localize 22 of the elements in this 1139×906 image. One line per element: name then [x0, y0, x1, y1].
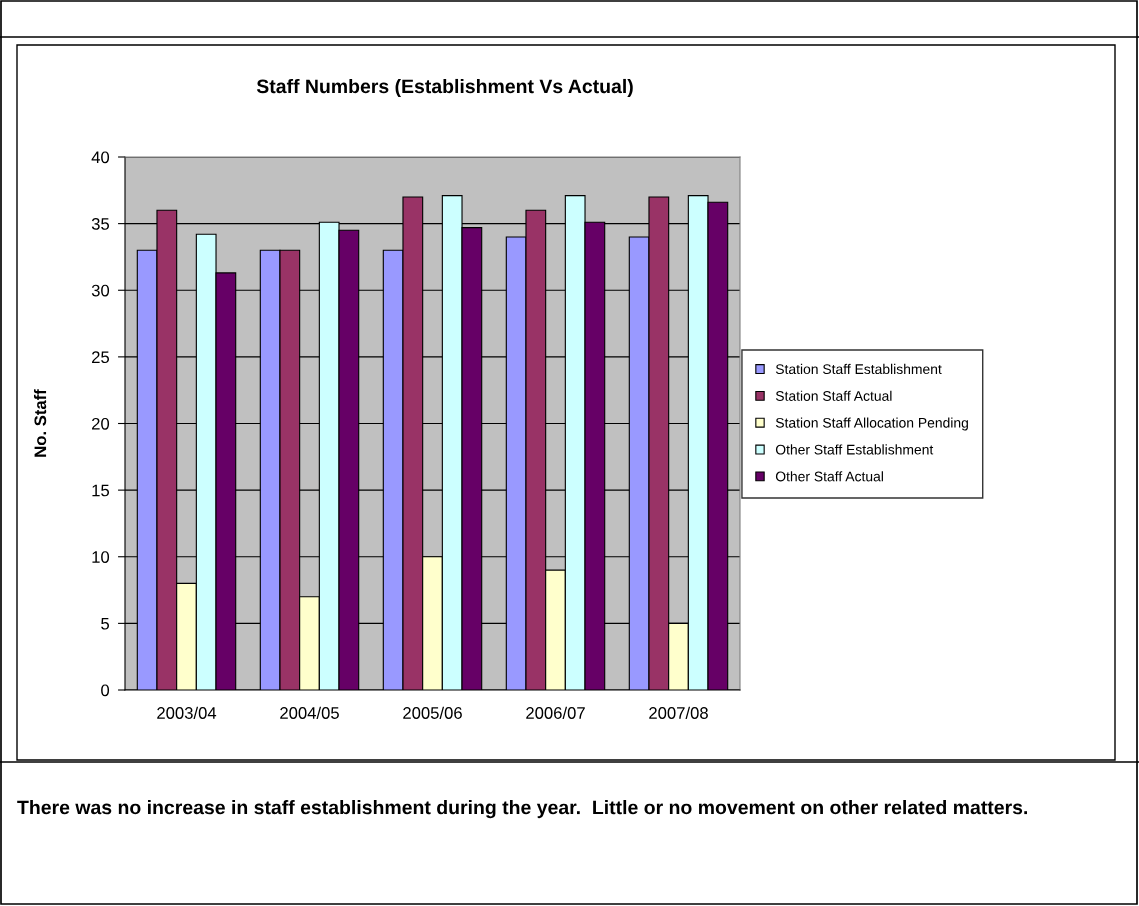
y-axis-title: No. Staff — [33, 389, 47, 457]
chart-title: Staff Numbers (Establishment Vs Actual) — [256, 78, 633, 98]
x-tick-label: 2003/04 — [157, 706, 217, 719]
y-tick-label: 15 — [92, 484, 110, 497]
y-tick-label: 0 — [101, 684, 110, 697]
y-tick-label: 5 — [101, 617, 110, 630]
text: There was no increase in staff establishment during the year. Little or no movement on other related matters. — [17, 800, 1028, 819]
legend-label: Station Staff Actual — [775, 390, 892, 401]
x-tick-label: 2006/07 — [526, 706, 585, 719]
x-tick-label: 2004/05 — [280, 706, 339, 719]
legend-label: Other Staff Actual — [775, 471, 883, 482]
legend-label: Station Staff Allocation Pending — [775, 417, 968, 431]
y-tick-label: 40 — [91, 151, 110, 164]
x-tick-label: 2005/06 — [403, 706, 462, 719]
legend-label: Other Staff Establishment — [775, 444, 934, 455]
y-tick-label: 25 — [92, 351, 110, 364]
y-tick-label: 10 — [92, 551, 110, 563]
y-tick-label: 35 — [91, 218, 110, 230]
y-tick-label: 20 — [92, 417, 110, 430]
legend-label: Station Staff Establishment — [775, 363, 942, 375]
x-tick-label: 2007/08 — [649, 706, 708, 719]
y-tick-label: 30 — [91, 284, 110, 297]
